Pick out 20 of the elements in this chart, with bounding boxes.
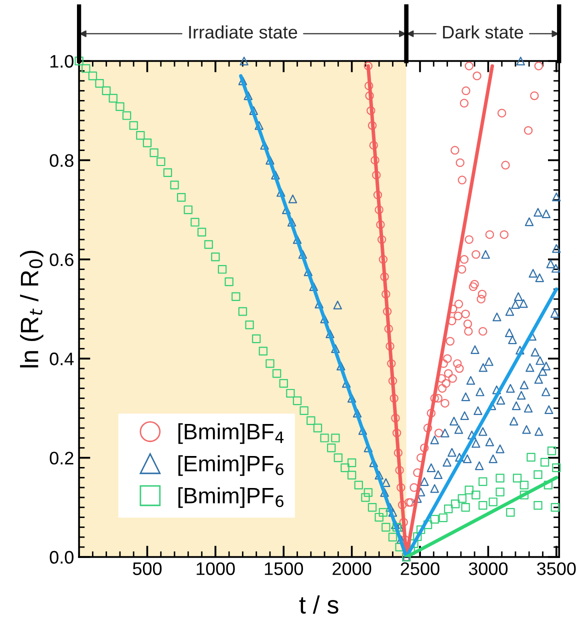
legend-label: [Bmim]PF$_{6}$ bbox=[178, 487, 284, 508]
legend-label: [Emim]PF$_{6}$ bbox=[178, 455, 284, 476]
y-tick-label: 0.2 bbox=[50, 452, 74, 465]
y-tick-label: 0.0 bbox=[50, 550, 74, 564]
x-tick-label: 2500 bbox=[400, 562, 440, 576]
y-tick-label: 1.0 bbox=[50, 54, 74, 68]
band-label: Irradiate state bbox=[189, 25, 298, 39]
y-tick-label: 0.6 bbox=[50, 253, 74, 266]
x-tick-label: 3000 bbox=[468, 562, 508, 576]
x-tick-label: 3500 bbox=[536, 562, 576, 576]
x-tick-label: 1000 bbox=[196, 562, 235, 576]
y-tick-label: 0.8 bbox=[50, 154, 74, 167]
x-tick-label: 1500 bbox=[264, 562, 303, 576]
y-tick-label: 0.4 bbox=[50, 352, 74, 366]
y-axis-title: ln (R$_{t}$ / R$_{0}$) bbox=[20, 250, 44, 368]
x-tick-label: 500 bbox=[132, 562, 162, 576]
legend-label: [Bmim]BF$_{4}$ bbox=[178, 423, 284, 444]
x-axis-title: t / s bbox=[299, 595, 338, 614]
band-label: Dark state bbox=[443, 25, 524, 39]
x-tick-label: 2000 bbox=[332, 562, 372, 576]
